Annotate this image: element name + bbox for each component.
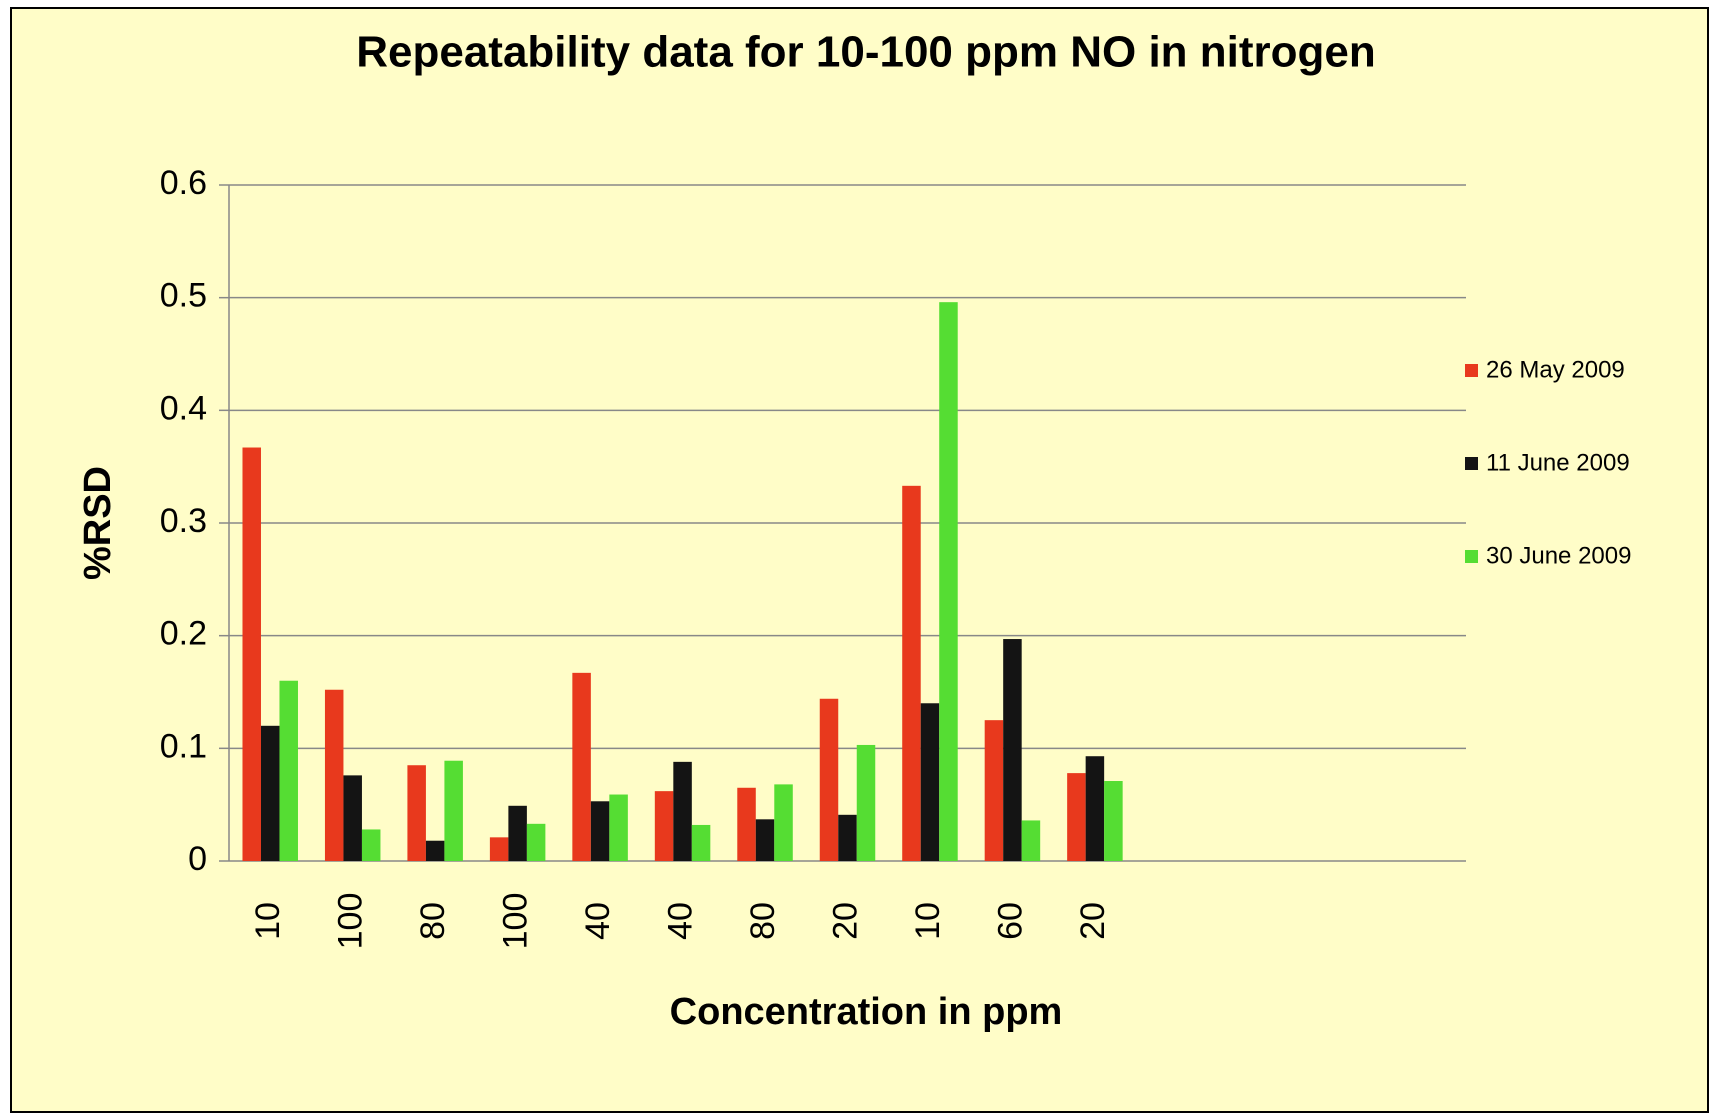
- x-tick-label: 40: [579, 902, 617, 940]
- bar: [279, 680, 298, 861]
- bar: [572, 672, 591, 861]
- y-tick-label: 0.5: [160, 277, 207, 315]
- bar: [902, 485, 921, 861]
- bar: [819, 698, 839, 861]
- bar: [673, 761, 692, 861]
- x-tick-label: 80: [744, 902, 782, 940]
- y-tick-label: 0.2: [160, 615, 207, 653]
- bar: [526, 823, 546, 861]
- legend-swatch: [1465, 364, 1478, 377]
- legend-swatch: [1465, 457, 1478, 470]
- bar: [939, 302, 958, 861]
- x-tick-label: 60: [991, 902, 1029, 940]
- bar: [737, 787, 756, 861]
- chart-title: Repeatability data for 10-100 ppm NO in …: [356, 28, 1376, 77]
- bar: [691, 824, 711, 861]
- chart-background: [10, 7, 1709, 1113]
- x-tick-label: 20: [826, 902, 864, 940]
- legend-label: 26 May 2009: [1486, 356, 1625, 383]
- bar: [1003, 639, 1022, 861]
- bar: [1021, 820, 1041, 861]
- bar: [774, 784, 793, 861]
- legend-swatch: [1465, 550, 1478, 563]
- y-axis-title: %RSD: [77, 466, 119, 580]
- x-tick-label: 10: [909, 902, 947, 940]
- x-tick-label: 40: [662, 902, 700, 940]
- legend-label: 11 June 2009: [1486, 449, 1630, 476]
- y-tick-label: 0.4: [160, 389, 207, 427]
- bar: [1067, 773, 1086, 861]
- bar: [242, 447, 261, 861]
- bar: [920, 703, 940, 861]
- bar: [984, 720, 1004, 861]
- bar: [609, 794, 628, 861]
- bar: [425, 840, 445, 861]
- bar: [1104, 781, 1123, 861]
- y-tick-label: 0.3: [160, 502, 207, 540]
- x-tick-label: 100: [497, 893, 535, 950]
- x-tick-label: 10: [249, 902, 287, 940]
- bar: [590, 801, 610, 861]
- x-tick-label: 20: [1074, 902, 1112, 940]
- legend-label: 30 June 2009: [1486, 542, 1631, 569]
- y-tick-label: 0.1: [160, 727, 207, 765]
- bar: [838, 814, 857, 861]
- y-tick-label: 0: [188, 840, 207, 878]
- bar: [856, 744, 876, 861]
- x-tick-label: 80: [414, 902, 452, 940]
- bar: [755, 819, 775, 861]
- bar: [343, 775, 362, 861]
- bar: [1085, 756, 1105, 861]
- bar: [444, 760, 463, 861]
- bar: [324, 689, 344, 861]
- bar: [489, 837, 509, 861]
- bar: [508, 805, 527, 861]
- bar: [654, 791, 674, 861]
- bar: [361, 829, 381, 861]
- x-tick-label: 100: [332, 893, 370, 950]
- y-tick-label: 0.6: [160, 164, 207, 202]
- x-axis-title: Concentration in ppm: [670, 991, 1063, 1033]
- bar: [260, 725, 280, 861]
- bar: [407, 765, 426, 861]
